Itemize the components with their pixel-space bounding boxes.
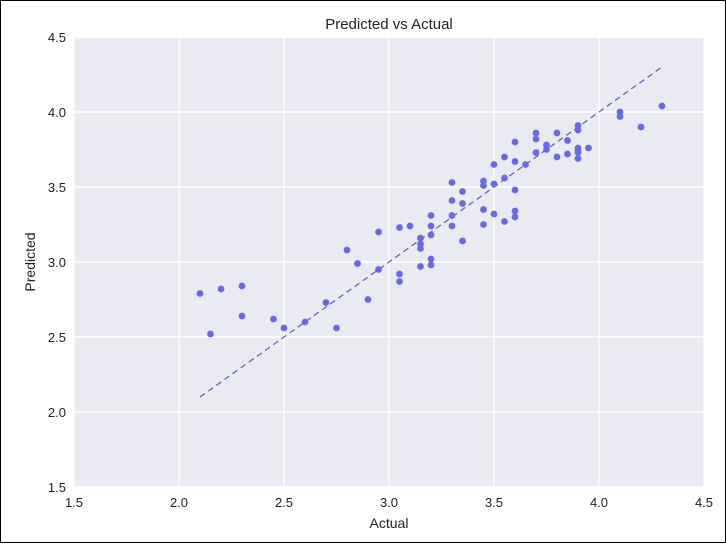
data-point — [427, 222, 435, 230]
data-point — [532, 129, 540, 137]
data-point — [585, 144, 592, 152]
data-point — [574, 155, 582, 162]
data-point — [658, 102, 666, 110]
data-point — [501, 174, 508, 182]
data-point — [501, 153, 508, 161]
y-tick-labels: 1.5 2.0 2.5 3.0 3.5 4.0 4.5 — [48, 30, 66, 495]
x-tick-label: 2.5 — [275, 495, 293, 510]
data-point — [490, 161, 498, 168]
data-point — [480, 182, 487, 189]
data-point — [511, 158, 519, 165]
data-point — [490, 180, 498, 188]
data-point — [459, 188, 466, 195]
data-points — [196, 102, 666, 338]
y-tick-label: 2.5 — [48, 330, 66, 345]
data-point — [354, 260, 361, 267]
data-point — [490, 210, 498, 218]
x-tick-label: 4.0 — [590, 495, 608, 510]
x-tick-labels: 1.5 2.0 2.5 3.0 3.5 4.0 4.5 — [65, 495, 713, 510]
data-point — [553, 129, 561, 137]
data-point — [343, 246, 351, 254]
data-point — [417, 245, 424, 252]
data-point — [574, 149, 582, 156]
data-point — [511, 186, 519, 194]
y-tick-label: 3.5 — [48, 180, 66, 195]
x-axis-label: Actual — [370, 515, 409, 531]
data-point — [532, 149, 540, 156]
data-point — [417, 263, 424, 270]
data-point — [564, 150, 571, 158]
data-point — [522, 161, 529, 168]
data-point — [427, 261, 435, 269]
data-point — [459, 237, 466, 245]
data-point — [511, 207, 519, 215]
data-point — [427, 231, 435, 239]
data-point — [375, 228, 382, 236]
chart-title: Predicted vs Actual — [325, 16, 453, 33]
data-point — [448, 197, 456, 204]
data-point — [511, 213, 519, 221]
data-point — [448, 212, 456, 219]
x-tick-label: 3.0 — [380, 495, 398, 510]
y-tick-label: 4.5 — [48, 30, 66, 45]
data-point — [427, 212, 435, 219]
data-point — [564, 137, 571, 144]
data-point — [480, 221, 487, 228]
data-point — [196, 290, 204, 297]
data-point — [448, 222, 456, 230]
x-tick-label: 1.5 — [65, 495, 83, 510]
data-point — [532, 135, 540, 143]
x-tick-label: 4.5 — [695, 495, 713, 510]
data-point — [396, 270, 403, 278]
data-point — [375, 266, 382, 273]
data-point — [301, 318, 309, 326]
data-point — [543, 146, 550, 153]
data-point — [637, 123, 645, 131]
data-point — [280, 324, 288, 332]
data-point — [501, 218, 508, 225]
data-point — [333, 324, 340, 332]
data-point — [396, 278, 403, 285]
data-point — [270, 315, 277, 323]
y-tick-label: 2.0 — [48, 405, 66, 420]
y-tick-label: 3.0 — [48, 255, 66, 270]
data-point — [448, 179, 456, 186]
data-point — [207, 330, 214, 338]
data-point — [480, 206, 487, 213]
y-axis-label: Predicted — [22, 232, 38, 291]
data-point — [406, 222, 414, 230]
y-tick-label: 1.5 — [48, 480, 66, 495]
data-point — [427, 255, 435, 263]
data-point — [217, 285, 225, 293]
data-point — [511, 138, 519, 146]
data-point — [616, 113, 624, 120]
y-tick-label: 4.0 — [48, 105, 66, 120]
data-point — [574, 126, 582, 134]
data-point — [417, 234, 424, 242]
data-point — [238, 282, 246, 290]
data-point — [459, 200, 466, 207]
x-tick-label: 3.5 — [485, 495, 503, 510]
data-point — [553, 153, 561, 161]
data-point — [322, 299, 330, 306]
data-point — [364, 296, 372, 303]
data-point — [396, 224, 403, 231]
x-tick-label: 2.0 — [170, 495, 188, 510]
data-point — [238, 312, 246, 320]
